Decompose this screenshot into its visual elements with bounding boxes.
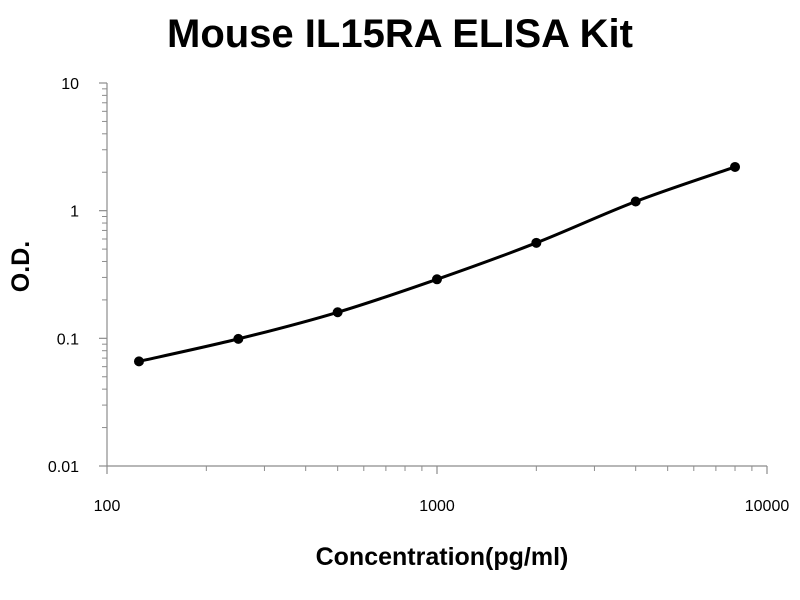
labels-layer: Concentration(pg/ml) O.D. — [7, 241, 568, 571]
data-point — [332, 307, 343, 318]
x-tick-label: 1000 — [419, 498, 455, 515]
data-point — [233, 333, 244, 344]
x-axis-label: Concentration(pg/ml) — [316, 543, 569, 571]
ticks-layer: 100 1000 10000 0.01 0.1 1 10 — [48, 76, 789, 515]
data-point — [730, 161, 741, 172]
data-point — [630, 196, 641, 207]
points-layer — [133, 161, 741, 367]
data-point — [432, 274, 442, 285]
data-point — [531, 237, 542, 248]
x-tick-label: 10000 — [745, 498, 790, 515]
series-line — [137, 165, 737, 363]
data-point — [133, 356, 144, 367]
x-tick-label: 100 — [94, 498, 121, 515]
curve-layer — [137, 165, 737, 363]
y-tick-label: 0.1 — [57, 331, 79, 348]
y-axis-label: O.D. — [7, 241, 35, 292]
y-tick-label: 1 — [70, 204, 79, 221]
y-tick-label: 0.01 — [48, 459, 79, 476]
y-tick-label: 10 — [61, 76, 79, 93]
chart-title: Mouse IL15RA ELISA Kit — [167, 12, 633, 56]
